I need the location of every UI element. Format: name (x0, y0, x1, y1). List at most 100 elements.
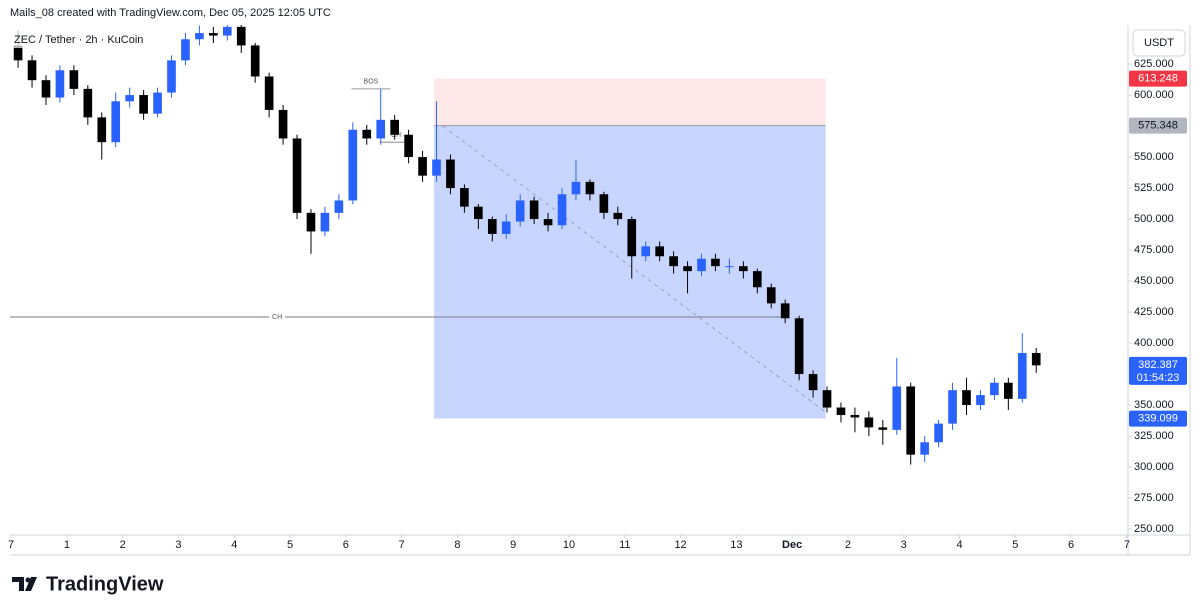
y-tick-label: 275.000 (1134, 492, 1174, 504)
price-tag (1129, 117, 1187, 134)
candle-body (69, 70, 79, 89)
candle-body (487, 219, 497, 234)
candle-body (125, 95, 134, 102)
price-tag (1129, 410, 1187, 427)
x-tick-label: 1 (64, 539, 70, 551)
candle-body (446, 159, 455, 189)
candle-body (669, 256, 678, 267)
x-tick-label: 5 (287, 539, 293, 551)
candle-body (627, 219, 637, 257)
candle-body (780, 303, 790, 319)
candle-body (655, 246, 664, 257)
candle-body (460, 188, 469, 207)
candle-body (878, 427, 888, 430)
candle-body (1031, 352, 1041, 366)
logo-text: TradingView (46, 573, 164, 595)
candle-body (808, 374, 818, 391)
x-tick-label: 4 (231, 539, 237, 551)
candle-body (892, 386, 902, 430)
y-tick-label: 550.000 (1134, 151, 1174, 163)
x-tick-label: 6 (343, 539, 349, 551)
candle-body (404, 134, 413, 158)
price-tag-label: 613.248 (1138, 73, 1178, 85)
candle-body (836, 407, 846, 415)
candle-body (683, 266, 692, 272)
candle-body (739, 266, 748, 272)
level-label: CH (272, 314, 282, 321)
logo: TradingView (12, 573, 164, 595)
candle-body (697, 258, 706, 272)
x-tick-label: 2 (120, 539, 126, 551)
level-label-bg (269, 312, 286, 323)
price-tag-label: 339.099 (1138, 412, 1178, 424)
candle-body (320, 212, 330, 232)
candle-body (822, 390, 832, 408)
x-tick-label: 4 (956, 539, 962, 551)
candle-body (139, 95, 148, 114)
y-tick-label: 500.000 (1134, 213, 1174, 225)
candle-body (990, 382, 999, 396)
candle-body (543, 219, 553, 226)
candle-body (222, 26, 232, 36)
candle-body (1004, 382, 1013, 399)
y-tick-label: 350.000 (1134, 399, 1174, 411)
candle-body (236, 26, 246, 46)
candle-body (348, 129, 358, 201)
candle-body (585, 181, 595, 195)
candle-body (613, 212, 623, 220)
x-tick-label: 5 (1012, 539, 1018, 551)
candle-body (334, 200, 344, 213)
y-tick-label: 425.000 (1134, 306, 1174, 318)
stop-zone (433, 78, 826, 126)
candle-body (27, 60, 37, 81)
legend-bg (10, 30, 160, 48)
candle-body (306, 212, 316, 232)
candle-body (1017, 352, 1027, 399)
candle-body (167, 60, 176, 93)
candle-body (794, 318, 804, 375)
candle-body (195, 33, 204, 40)
candle-body (752, 271, 762, 288)
price-tag (1129, 70, 1187, 87)
x-tick-label: 6 (1068, 539, 1074, 551)
plot-area: CH BOS CH (10, 25, 1041, 465)
candle-body (181, 39, 190, 61)
candle-body (725, 266, 734, 268)
candle-body (599, 194, 609, 213)
candle-body (264, 76, 274, 110)
y-tick-label: 525.000 (1134, 182, 1174, 194)
candle-body (641, 246, 651, 257)
currency-box[interactable] (1132, 29, 1186, 57)
chart-title: ZEC / Tether · 2h · KuCoin (14, 34, 143, 46)
x-tick-label: 7 (1124, 539, 1130, 551)
candle-body (418, 157, 427, 176)
candle-body (97, 117, 107, 143)
candle-body (362, 129, 372, 139)
candle-body (13, 45, 23, 61)
x-tick-label: 12 (674, 539, 686, 551)
header: Mails_08 created with TradingView.com, D… (10, 7, 331, 19)
x-tick-label: 10 (563, 539, 575, 551)
x-tick-label: Dec (782, 539, 802, 551)
y-tick-label: 250.000 (1134, 523, 1174, 535)
x-tick-label: 8 (454, 539, 460, 551)
annotation-label: BOS (364, 79, 379, 86)
y-tick-label: 400.000 (1134, 337, 1174, 349)
candle-body (515, 200, 525, 222)
y-tick-label: 600.000 (1134, 89, 1174, 101)
annotation-label: CH (391, 132, 401, 139)
candle-body (571, 181, 581, 195)
y-tick-label: 325.000 (1134, 430, 1174, 442)
candle-body (557, 194, 567, 226)
price-tag-label: 575.348 (1138, 120, 1178, 132)
target-zone (433, 125, 826, 419)
candle-body (766, 287, 776, 304)
candle-body (250, 45, 260, 77)
candle-body (850, 414, 860, 418)
y-tick-label: 300.000 (1134, 461, 1174, 473)
candle-body (83, 88, 93, 118)
candle-body (474, 206, 483, 220)
currency: USDT (1144, 37, 1174, 49)
candle-body (711, 258, 720, 267)
